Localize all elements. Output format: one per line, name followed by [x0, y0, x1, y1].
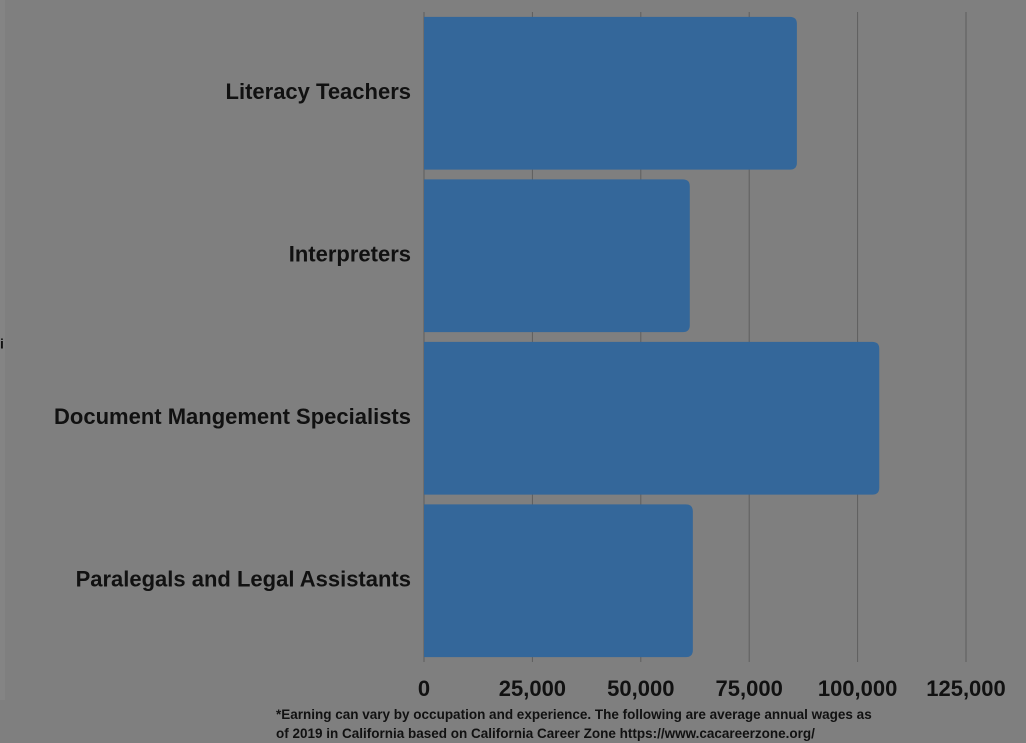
edge-strip [0, 0, 5, 700]
chart: i 0 25,000 50,000 75,000 100,000 125,000 Liter… [0, 0, 1006, 700]
x-tick-label: 50,000 [607, 676, 674, 700]
y-tick-label: Document Mangement Specialists [54, 404, 411, 429]
bar [424, 179, 690, 333]
bar [424, 341, 880, 495]
footnote: *Earning can vary by occupation and expe… [276, 705, 1026, 743]
footnote-line: of 2019 in California based on Californi… [276, 726, 815, 741]
bar [424, 16, 797, 170]
x-tick-label: 0 [418, 676, 430, 700]
x-tick-label: 125,000 [926, 676, 1006, 700]
y-tick-label: Paralegals and Legal Assistants [76, 567, 411, 592]
x-tick-label: 75,000 [716, 676, 783, 700]
y-tick-label: Literacy Teachers [226, 79, 411, 104]
x-tick-label: 25,000 [499, 676, 566, 700]
footnote-line: *Earning can vary by occupation and expe… [276, 707, 872, 722]
bar [424, 504, 693, 658]
y-axis-label: i [0, 336, 4, 352]
y-tick-label: Interpreters [289, 242, 411, 267]
x-tick-label: 100,000 [818, 676, 898, 700]
